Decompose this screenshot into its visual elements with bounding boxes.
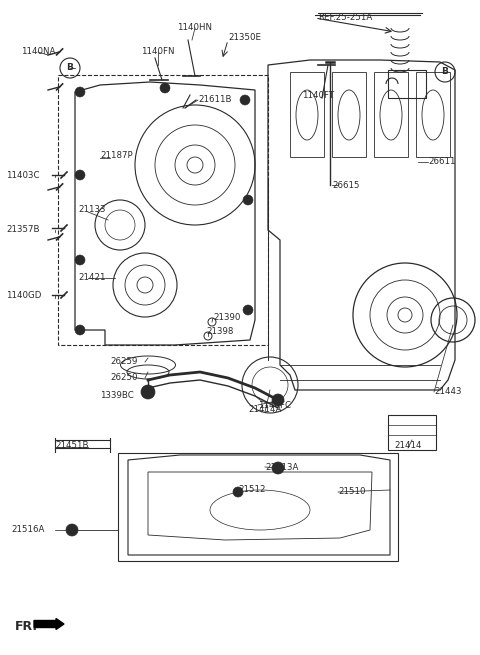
- Text: 21414: 21414: [394, 441, 422, 451]
- Text: 21513A: 21513A: [265, 462, 299, 472]
- Circle shape: [160, 83, 170, 93]
- Text: 21611B: 21611B: [198, 96, 231, 105]
- Text: 21443: 21443: [434, 388, 461, 396]
- Text: 1140FC: 1140FC: [258, 400, 291, 409]
- Text: FR.: FR.: [14, 620, 37, 633]
- Text: 21414A: 21414A: [248, 405, 282, 415]
- Bar: [416, 72, 450, 157]
- Text: 1140FT: 1140FT: [302, 90, 334, 100]
- Text: 21516A: 21516A: [12, 525, 45, 534]
- Text: 21421: 21421: [78, 274, 106, 282]
- Text: 1140HN: 1140HN: [178, 24, 213, 33]
- Circle shape: [75, 255, 85, 265]
- FancyArrow shape: [34, 618, 64, 629]
- Circle shape: [75, 325, 85, 335]
- Text: B: B: [67, 64, 73, 73]
- Text: 21133: 21133: [78, 206, 106, 214]
- Circle shape: [240, 95, 250, 105]
- Text: 26250: 26250: [110, 373, 137, 383]
- Circle shape: [243, 195, 253, 205]
- Bar: [118, 453, 398, 561]
- Text: 26615: 26615: [332, 181, 360, 189]
- Circle shape: [272, 394, 284, 406]
- Text: 21357B: 21357B: [6, 225, 39, 234]
- Text: 21451B: 21451B: [55, 441, 89, 449]
- Text: 21350E: 21350E: [228, 33, 261, 43]
- Text: 26611: 26611: [428, 157, 456, 166]
- Text: 1339BC: 1339BC: [100, 390, 134, 400]
- Bar: [388, 70, 426, 98]
- Text: 21390: 21390: [213, 314, 240, 322]
- Text: 21512: 21512: [238, 485, 265, 495]
- Text: 21510: 21510: [338, 487, 365, 496]
- Bar: [58, 75, 268, 345]
- Text: 1140NA: 1140NA: [21, 48, 55, 56]
- Circle shape: [141, 385, 155, 399]
- Circle shape: [272, 462, 284, 474]
- Text: 21398: 21398: [206, 328, 233, 337]
- Text: 1140FN: 1140FN: [141, 48, 175, 56]
- Circle shape: [75, 87, 85, 97]
- Circle shape: [233, 487, 243, 497]
- Bar: [290, 72, 324, 157]
- Text: 26259: 26259: [110, 358, 137, 367]
- Text: B: B: [442, 67, 448, 77]
- Circle shape: [243, 305, 253, 315]
- Bar: [388, 415, 436, 450]
- Text: 1140GD: 1140GD: [6, 291, 41, 301]
- Text: REF.25-251A: REF.25-251A: [318, 14, 372, 22]
- Text: 21187P: 21187P: [100, 151, 132, 160]
- Bar: [374, 72, 408, 157]
- Circle shape: [75, 170, 85, 180]
- Circle shape: [66, 524, 78, 536]
- Text: 11403C: 11403C: [6, 170, 39, 179]
- Bar: [332, 72, 366, 157]
